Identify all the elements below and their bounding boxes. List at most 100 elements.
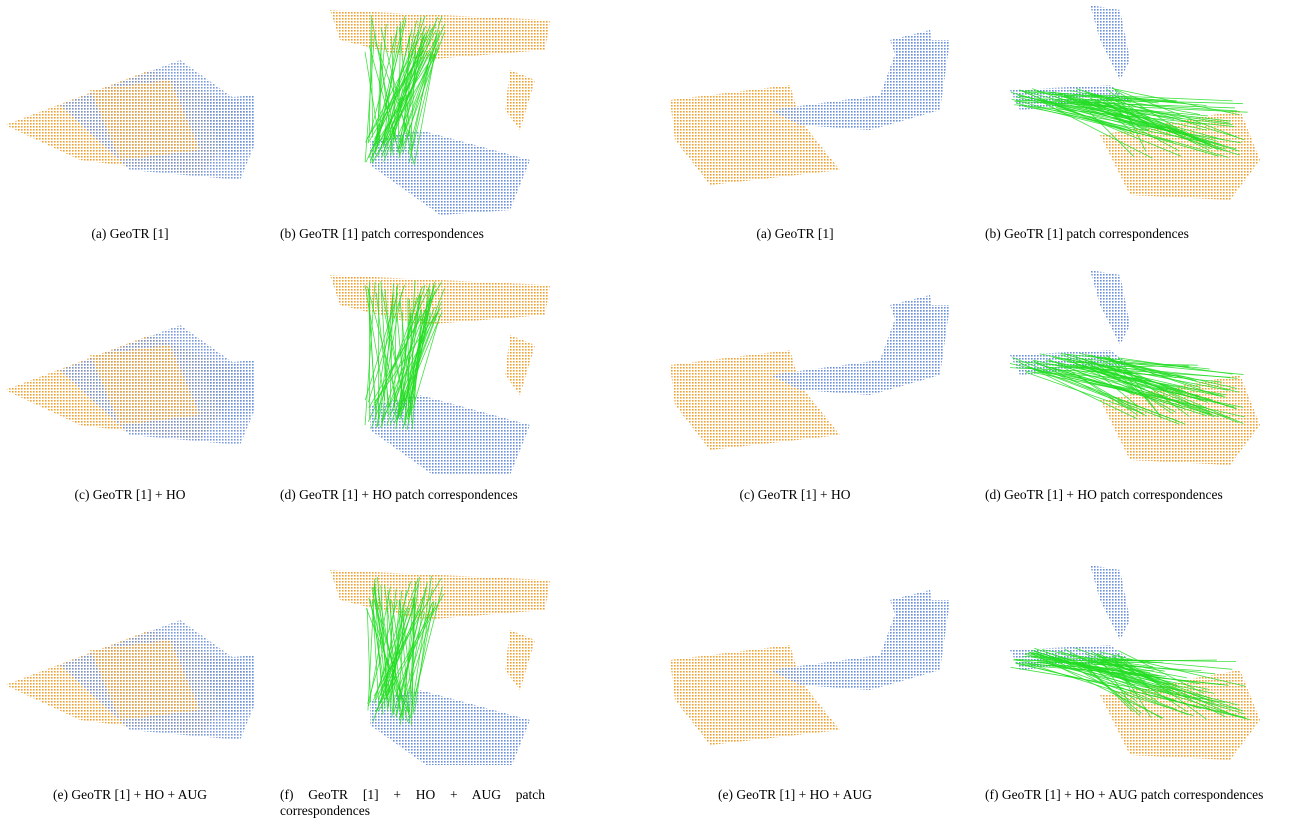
subfigure-image <box>650 0 950 215</box>
subfigure-caption: (b) GeoTR [1] patch correspondences <box>280 226 484 241</box>
correspondence-line <box>1087 358 1173 414</box>
correspondence-line <box>377 588 401 708</box>
correspondence-line <box>1106 355 1190 417</box>
correspondence-line <box>1109 95 1175 103</box>
correspondence-line <box>405 582 428 716</box>
source-cloud <box>90 640 200 720</box>
correspondence-line <box>372 53 430 163</box>
correspondence-line <box>391 36 397 143</box>
correspondence-line <box>402 35 411 146</box>
source-cloud <box>90 345 200 425</box>
correspondence-line <box>368 19 372 136</box>
correspondence-line <box>410 51 432 156</box>
correspondence-line <box>387 591 404 716</box>
correspondence-line <box>1117 664 1152 718</box>
correspondence-line <box>406 286 435 420</box>
subfigure-image <box>650 265 950 475</box>
target-cloud <box>370 395 530 475</box>
point-cloud-view <box>1010 5 1260 200</box>
correspondence-line <box>1091 365 1177 413</box>
correspondence-line <box>1089 94 1233 102</box>
point-cloud-view <box>330 570 550 765</box>
correspondence-line <box>1017 99 1235 109</box>
target-cloud <box>1090 270 1130 345</box>
correspondence-line <box>394 287 398 407</box>
correspondence-line <box>414 49 437 164</box>
point-cloud-view <box>1010 565 1260 760</box>
target-cloud <box>200 360 255 425</box>
correspondence-line <box>367 578 376 711</box>
target-cloud <box>370 130 530 215</box>
correspondence-line <box>1058 650 1238 710</box>
correspondence-line <box>375 19 407 154</box>
target-cloud <box>890 295 935 335</box>
correspondence-line <box>1082 104 1240 152</box>
correspondence-line <box>391 297 418 412</box>
point-cloud-view <box>330 275 550 475</box>
correspondence-line <box>393 612 425 714</box>
correspondence-line <box>1098 372 1204 401</box>
correspondence-line <box>1060 353 1210 370</box>
correspondence-line <box>1066 358 1209 403</box>
correspondence-line <box>1069 90 1201 115</box>
subfigure-caption: (b) GeoTR [1] patch correspondences <box>985 226 1189 241</box>
correspondence-line <box>1016 102 1174 143</box>
correspondence-line <box>1032 651 1178 711</box>
source-cloud <box>670 85 840 185</box>
source-cloud <box>90 80 200 160</box>
subfigure-caption: (e) GeoTR [1] + HO + AUG <box>718 787 872 802</box>
subfigure-caption: (c) GeoTR [1] + HO <box>74 487 186 502</box>
correspondence-line <box>402 15 443 154</box>
correspondence-line <box>1117 649 1205 694</box>
source-cloud <box>1100 375 1260 465</box>
correspondence-line <box>404 298 431 425</box>
correspondence-line <box>1111 88 1240 116</box>
correspondence-line <box>1020 363 1180 422</box>
correspondence-line <box>412 314 441 409</box>
correspondence-line <box>368 32 419 159</box>
correspondence-line <box>388 52 428 141</box>
correspondence-line <box>398 601 437 721</box>
correspondence-line <box>1032 369 1245 418</box>
correspondence-line <box>1055 106 1229 158</box>
correspondence-line <box>365 607 411 719</box>
correspondence-line <box>1109 366 1238 379</box>
correspondence-line <box>1037 99 1173 132</box>
correspondence-line <box>398 31 445 159</box>
subfigure-caption: (a) GeoTR [1] <box>756 226 834 241</box>
correspondence-line <box>395 312 412 426</box>
subfigure-image <box>270 0 555 215</box>
correspondence-line <box>1105 363 1150 401</box>
correspondence-line <box>1077 371 1231 419</box>
correspondence-line <box>373 609 420 704</box>
correspondence-line <box>404 296 421 420</box>
correspondence-line <box>1083 99 1180 152</box>
target-cloud <box>890 590 935 630</box>
correspondence-line <box>407 297 410 417</box>
correspondence-line <box>1090 650 1188 713</box>
target-cloud <box>200 95 255 160</box>
correspondence-line <box>1052 356 1199 398</box>
correspondence-line <box>394 301 442 424</box>
target-cloud <box>1010 645 1130 670</box>
source-cloud <box>505 630 535 690</box>
correspondence-line <box>1047 662 1189 716</box>
correspondence-line <box>410 49 416 142</box>
correspondence-line <box>1089 97 1207 143</box>
subfigure-image <box>650 560 950 765</box>
correspondence-line <box>373 315 421 407</box>
correspondence-line <box>391 600 410 715</box>
correspondence-line <box>1019 89 1182 157</box>
correspondence-line <box>364 282 376 426</box>
subfigure-image <box>270 265 555 475</box>
correspondence-line <box>404 603 433 696</box>
correspondence-line <box>1032 88 1149 131</box>
correspondence-line <box>367 600 398 704</box>
correspondence-line <box>1021 662 1229 686</box>
correspondence-line <box>398 26 413 152</box>
correspondence-line <box>1053 99 1231 122</box>
target-cloud <box>1090 565 1130 640</box>
correspondence-line <box>364 285 386 401</box>
correspondence-line <box>1102 365 1133 374</box>
correspondence-line <box>414 588 433 712</box>
